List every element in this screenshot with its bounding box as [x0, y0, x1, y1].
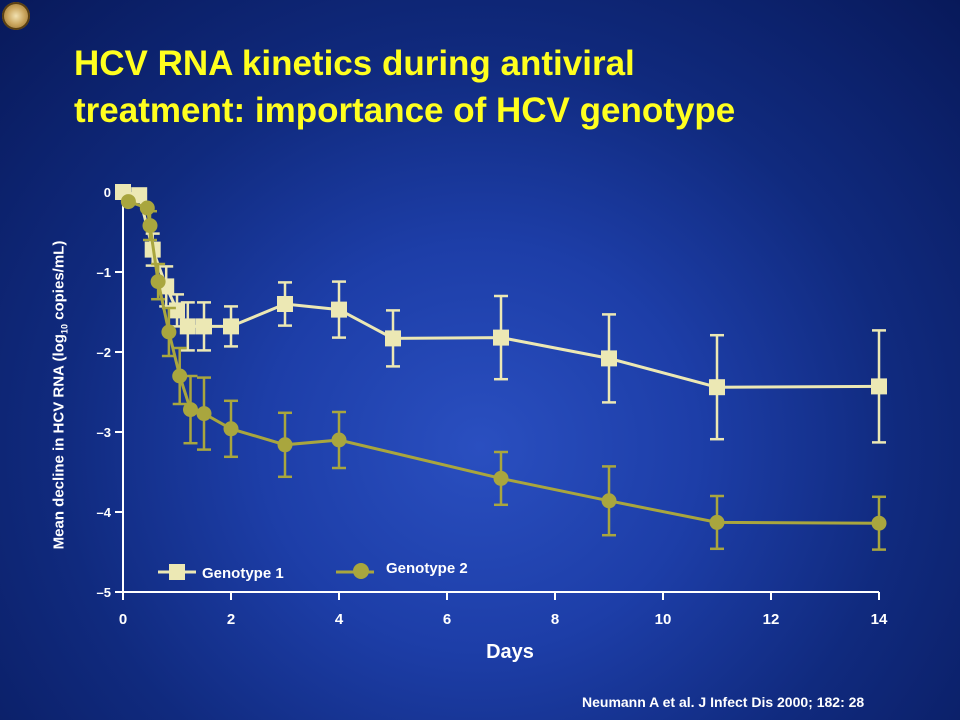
- x-tick-label-7: 14: [871, 611, 888, 628]
- series-2-point-0: [120, 194, 136, 210]
- y-tick-label-5: –5: [97, 585, 111, 600]
- x-tick-label-3: 6: [443, 611, 451, 628]
- series-1-point-11: [493, 329, 509, 346]
- x-axis-label: Days: [486, 641, 534, 663]
- y-tick-label-3: –3: [97, 425, 111, 440]
- series-1-point-13: [709, 379, 725, 396]
- y-tick-label-0: 0: [104, 185, 111, 200]
- x-tick-label-5: 10: [655, 611, 672, 628]
- x-tick-label-0: 0: [119, 611, 127, 628]
- legend-marker-2: [353, 563, 369, 579]
- university-seal-logo: [2, 2, 30, 30]
- series-2-point-6: [183, 402, 198, 418]
- legend-label-1: Genotype 1: [202, 565, 284, 582]
- series-2-point-2: [142, 218, 158, 234]
- slide-title-line-2: treatment: importance of HCV genotype: [74, 91, 736, 130]
- series-1-point-9: [331, 301, 347, 318]
- legend-marker-1: [169, 564, 185, 580]
- x-tick-label-1: 2: [227, 611, 235, 628]
- series-2-point-12: [601, 493, 617, 509]
- series-2-point-10: [331, 432, 347, 448]
- slide-title: HCV RNA kinetics during antiviral treatm…: [74, 40, 735, 134]
- series-1-point-10: [385, 330, 401, 347]
- series-2-point-3: [150, 274, 166, 290]
- series-2-point-14: [871, 515, 887, 531]
- citation: Neumann A et al. J Infect Dis 2000; 182:…: [582, 694, 865, 710]
- series-2-point-1: [139, 200, 155, 216]
- x-tick-label-4: 8: [551, 611, 559, 628]
- series-1-point-8: [277, 296, 293, 312]
- series-1: [115, 184, 887, 444]
- series-2-point-13: [709, 514, 725, 530]
- series-2-point-4: [161, 324, 177, 340]
- y-tick-label-2: –2: [97, 345, 111, 360]
- series-1-point-5: [179, 318, 196, 335]
- x-tick-label-2: 4: [335, 611, 344, 628]
- chart-legend: Genotype 1 Genotype 2: [158, 560, 468, 582]
- series-1-point-14: [871, 378, 887, 395]
- series-2-point-8: [223, 421, 239, 437]
- series-2: [120, 194, 887, 551]
- series-1-point-6: [196, 318, 212, 335]
- series-1-point-7: [223, 318, 239, 335]
- legend-label-2: Genotype 2: [386, 560, 468, 577]
- series-2-point-9: [277, 437, 293, 453]
- series-2-point-5: [172, 368, 188, 384]
- x-tick-label-6: 12: [763, 611, 780, 628]
- series-2-point-11: [493, 470, 509, 486]
- series-2-point-7: [196, 406, 212, 422]
- series-1-point-12: [601, 350, 617, 367]
- y-tick-label-1: –1: [97, 265, 111, 280]
- y-tick-label-4: –4: [97, 505, 112, 520]
- slide-title-line-1: HCV RNA kinetics during antiviral: [74, 44, 635, 83]
- series-1-point-4: [169, 302, 185, 319]
